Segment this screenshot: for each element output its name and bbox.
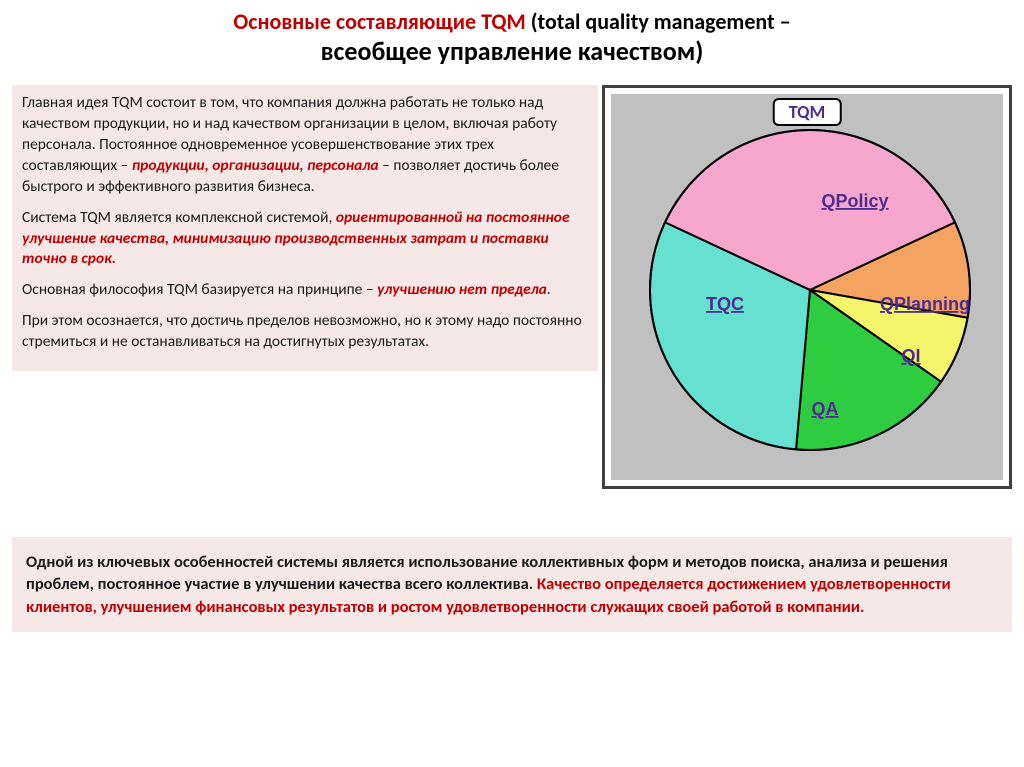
p3-highlight: улучшению нет предела — [377, 280, 547, 299]
pie-label-tqc: TQC — [706, 294, 744, 314]
p4-text1: При этом осознается, что достичь предело… — [22, 311, 582, 351]
paragraph-3: Основная философия TQM базируется на при… — [22, 280, 588, 301]
pie-chart: QPolicy QPlanning QI QA TQC — [615, 100, 1005, 470]
p3-text1: Основная философия TQM базируется на при… — [22, 280, 377, 299]
pie-label-qi: QI — [901, 346, 920, 366]
title-line2: всеобщее управление качеством) — [12, 35, 1012, 67]
pie-wrap: TQM QPolicy QPlanning QI QA TQC — [611, 94, 1003, 480]
text-column: Главная идея TQM состоит в том, что комп… — [12, 85, 598, 371]
p2-text1: Система TQM является комплексной системо… — [22, 208, 336, 227]
pie-label-qplanning: QPlanning — [880, 294, 970, 314]
paragraph-1: Главная идея TQM состоит в том, что комп… — [22, 93, 588, 198]
content-row: Главная идея TQM состоит в том, что комп… — [12, 85, 1012, 489]
paragraph-4: При этом осознается, что достичь предело… — [22, 311, 588, 353]
pie-chart-panel: TQM QPolicy QPlanning QI QA TQC — [602, 85, 1012, 489]
pie-label-qa: QA — [812, 399, 839, 419]
pie-label-qpolicy: QPolicy — [821, 191, 888, 211]
bottom-box: Одной из ключевых особенностей системы я… — [12, 537, 1012, 632]
page-title: Основные составляющие TQM (total quality… — [12, 8, 1012, 67]
tqm-badge: TQM — [773, 98, 842, 126]
paragraph-2: Система TQM является комплексной системо… — [22, 208, 588, 271]
p1-highlight: продукции, организации, персонала — [132, 156, 379, 175]
title-red: Основные составляющие TQM — [233, 8, 530, 35]
title-black: (total quality management – — [531, 8, 791, 35]
p3-text2: . — [547, 280, 551, 299]
